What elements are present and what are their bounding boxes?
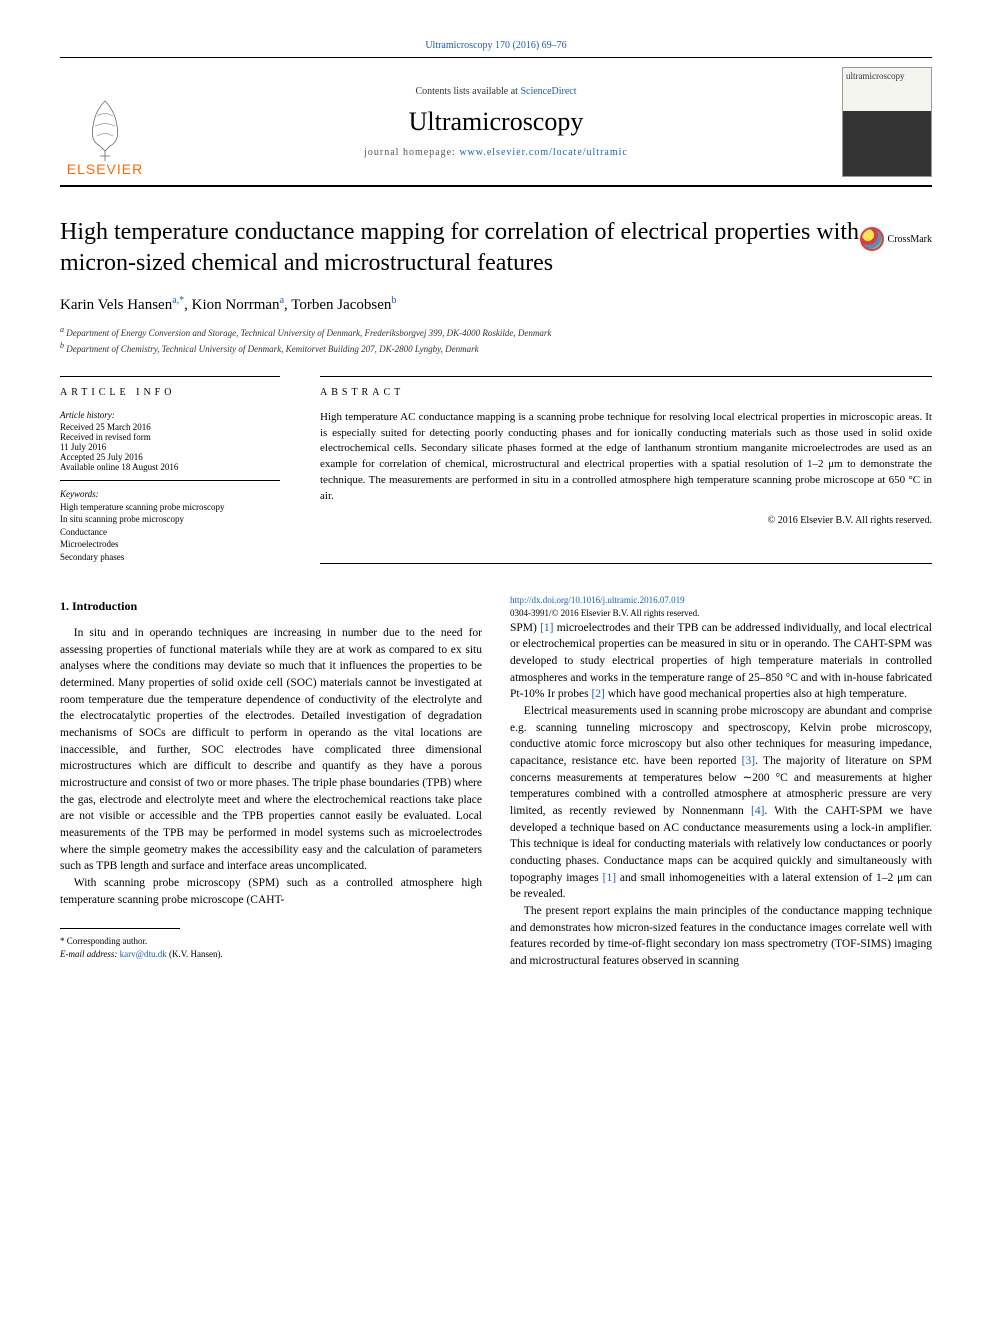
history-online: Available online 18 August 2016 xyxy=(60,462,280,472)
elsevier-label: ELSEVIER xyxy=(67,161,143,177)
email-name: (K.V. Hansen). xyxy=(167,949,223,959)
crossmark-badge[interactable]: CrossMark xyxy=(860,227,932,251)
affiliation-a: Department of Energy Conversion and Stor… xyxy=(66,328,551,338)
keyword: Microelectrodes xyxy=(60,538,280,551)
body-para-4: The present report explains the main pri… xyxy=(510,903,932,970)
keyword: High temperature scanning probe microsco… xyxy=(60,501,280,514)
author-3-sup[interactable]: b xyxy=(391,295,396,306)
body-para-3: Electrical measurements used in scanning… xyxy=(510,703,932,903)
abstract-block: ABSTRACT High temperature AC conductance… xyxy=(320,376,932,564)
elsevier-tree-icon xyxy=(75,91,135,161)
text: With scanning probe microscopy (SPM) suc… xyxy=(60,877,482,906)
citation-link[interactable]: Ultramicroscopy 170 (2016) 69–76 xyxy=(425,40,566,51)
article-info-block: ARTICLE INFO Article history: Received 2… xyxy=(60,376,280,564)
page-root: Ultramicroscopy 170 (2016) 69–76 ELSEVIE… xyxy=(0,0,992,1001)
author-2[interactable]: , Kion Norrman xyxy=(184,297,279,313)
citation-1b[interactable]: [1] xyxy=(603,872,616,884)
journal-cover-thumbnail[interactable]: ultramicroscopy xyxy=(842,67,932,177)
header-center: Contents lists available at ScienceDirec… xyxy=(150,86,842,158)
journal-header: ELSEVIER Contents lists available at Sci… xyxy=(60,57,932,187)
homepage-line: journal homepage: www.elsevier.com/locat… xyxy=(150,147,842,158)
crossmark-label: CrossMark xyxy=(888,234,932,245)
contents-line: Contents lists available at ScienceDirec… xyxy=(150,86,842,97)
history-received: Received 25 March 2016 xyxy=(60,422,280,432)
meta-row: ARTICLE INFO Article history: Received 2… xyxy=(60,376,932,564)
citation-4[interactable]: [4] xyxy=(751,805,764,817)
affiliations: a Department of Energy Conversion and St… xyxy=(60,324,932,355)
citation-1[interactable]: [1] xyxy=(540,622,553,634)
email-label: E-mail address: xyxy=(60,949,120,959)
text: SPM) xyxy=(510,622,540,634)
keywords-list: High temperature scanning probe microsco… xyxy=(60,501,280,564)
history-block: Article history: Received 25 March 2016 … xyxy=(60,410,280,481)
author-1[interactable]: Karin Vels Hansen xyxy=(60,297,172,313)
history-revised: Received in revised form 11 July 2016 xyxy=(60,432,280,452)
footnote-separator xyxy=(60,928,180,929)
body-para-2a: With scanning probe microscopy (SPM) suc… xyxy=(60,875,482,908)
keywords-label: Keywords: xyxy=(60,489,280,499)
body-columns: 1. Introduction In situ and in operando … xyxy=(60,594,932,972)
section-heading-intro: 1. Introduction xyxy=(60,598,482,615)
issn-line: 0304-3991/© 2016 Elsevier B.V. All right… xyxy=(510,607,932,620)
citation-3[interactable]: [3] xyxy=(742,755,755,767)
corresponding-footnote: * Corresponding author. E-mail address: … xyxy=(60,935,482,960)
article-info-heading: ARTICLE INFO xyxy=(60,387,280,398)
cover-thumb-title: ultramicroscopy xyxy=(846,71,928,81)
contents-prefix: Contents lists available at xyxy=(415,86,520,97)
history-label: Article history: xyxy=(60,410,280,420)
affiliation-b: Department of Chemistry, Technical Unive… xyxy=(66,344,478,354)
author-3[interactable]: , Torben Jacobsen xyxy=(284,297,391,313)
homepage-prefix: journal homepage: xyxy=(364,147,459,158)
keyword: Conductance xyxy=(60,526,280,539)
text: which have good mechanical properties al… xyxy=(605,688,907,700)
journal-title: Ultramicroscopy xyxy=(150,107,842,137)
citation-2[interactable]: [2] xyxy=(591,688,604,700)
crossmark-icon xyxy=(860,227,884,251)
body-para-1: In situ and in operando techniques are i… xyxy=(60,625,482,875)
doi-link[interactable]: http://dx.doi.org/10.1016/j.ultramic.201… xyxy=(510,595,685,605)
article-title: High temperature conductance mapping for… xyxy=(60,217,932,279)
homepage-link[interactable]: www.elsevier.com/locate/ultramic xyxy=(459,147,628,158)
keyword: In situ scanning probe microscopy xyxy=(60,513,280,526)
history-accepted: Accepted 25 July 2016 xyxy=(60,452,280,462)
sciencedirect-link[interactable]: ScienceDirect xyxy=(520,86,576,97)
keyword: Secondary phases xyxy=(60,551,280,564)
email-link[interactable]: karv@dtu.dk xyxy=(120,949,167,959)
authors-line: Karin Vels Hansena,*, Kion Norrmana, Tor… xyxy=(60,295,932,314)
abstract-copyright: © 2016 Elsevier B.V. All rights reserved… xyxy=(320,515,932,526)
elsevier-logo[interactable]: ELSEVIER xyxy=(60,67,150,177)
top-citation: Ultramicroscopy 170 (2016) 69–76 xyxy=(60,40,932,51)
corresponding-label: * Corresponding author. xyxy=(60,935,482,948)
abstract-text: High temperature AC conductance mapping … xyxy=(320,410,932,506)
author-1-sup[interactable]: a,* xyxy=(172,295,184,306)
abstract-heading: ABSTRACT xyxy=(320,387,932,398)
doi-block: http://dx.doi.org/10.1016/j.ultramic.201… xyxy=(510,594,932,620)
body-para-2b: SPM) [1] microelectrodes and their TPB c… xyxy=(510,620,932,703)
